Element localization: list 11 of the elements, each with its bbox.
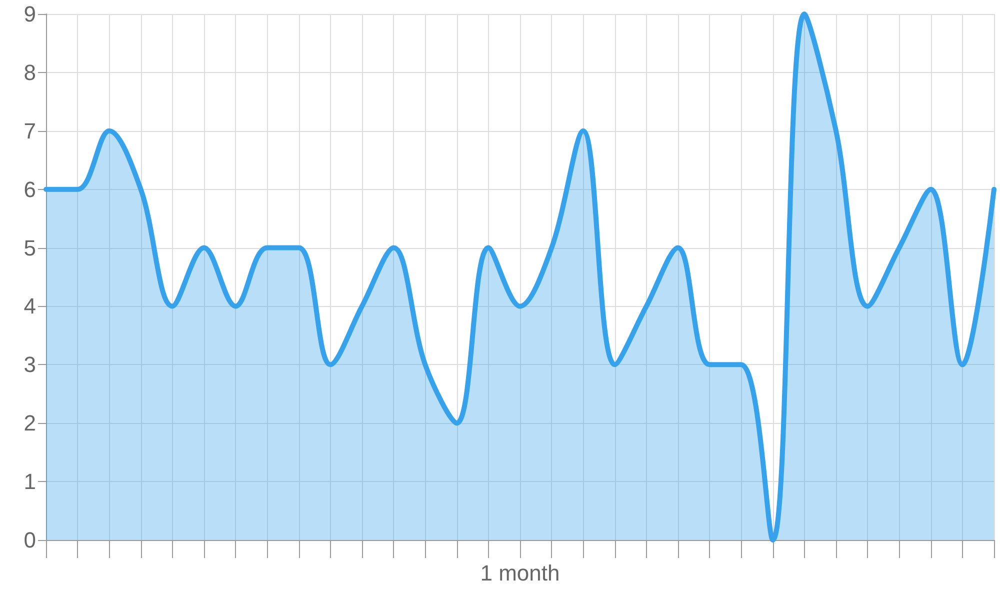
y-tick-label: 8 <box>24 60 36 85</box>
y-tick-label: 4 <box>24 294 36 319</box>
y-tick-label: 0 <box>24 528 36 552</box>
y-tick-label: 6 <box>24 176 36 202</box>
y-tick-label: 7 <box>24 118 36 144</box>
y-tick-label: 2 <box>24 410 36 436</box>
y-tick-label: 1 <box>24 469 36 494</box>
y-tick-label: 9 <box>24 2 36 26</box>
y-tick-label: 3 <box>24 352 36 378</box>
y-tick-label: 5 <box>24 235 36 260</box>
x-tick-label: 1 month <box>480 560 560 586</box>
